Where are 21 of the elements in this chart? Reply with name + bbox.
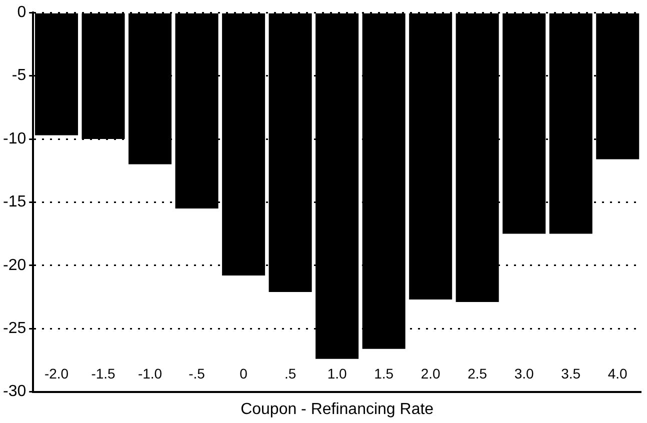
- x-tick-label: .5: [284, 366, 296, 382]
- x-tick-label: 1.5: [374, 366, 394, 382]
- x-tick-label: 3.5: [561, 366, 581, 382]
- x-tick-label: 3.0: [514, 366, 534, 382]
- y-tick-label: -10: [3, 130, 26, 148]
- x-tick-label: -1.5: [91, 366, 116, 382]
- x-tick-label: -1.0: [138, 366, 162, 382]
- y-tick-label: -20: [3, 256, 26, 274]
- x-tick-label: -2.0: [44, 366, 69, 382]
- x-tick-label: 2.0: [420, 366, 441, 382]
- y-tick-label: -5: [12, 67, 26, 84]
- y-tick-label: 0: [17, 4, 26, 22]
- x-tick-label: 4.0: [608, 366, 628, 382]
- x-tick-label: 2.5: [468, 366, 488, 382]
- y-tick-label: -25: [3, 320, 26, 338]
- x-tick-label: 0: [240, 366, 248, 382]
- x-tick-label: -.5: [188, 366, 206, 382]
- x-tick-label: 1.0: [327, 366, 348, 382]
- x-axis-title: Coupon - Refinancing Rate: [240, 400, 434, 418]
- y-tick-label: -30: [3, 383, 26, 400]
- y-tick-label: -15: [3, 194, 26, 211]
